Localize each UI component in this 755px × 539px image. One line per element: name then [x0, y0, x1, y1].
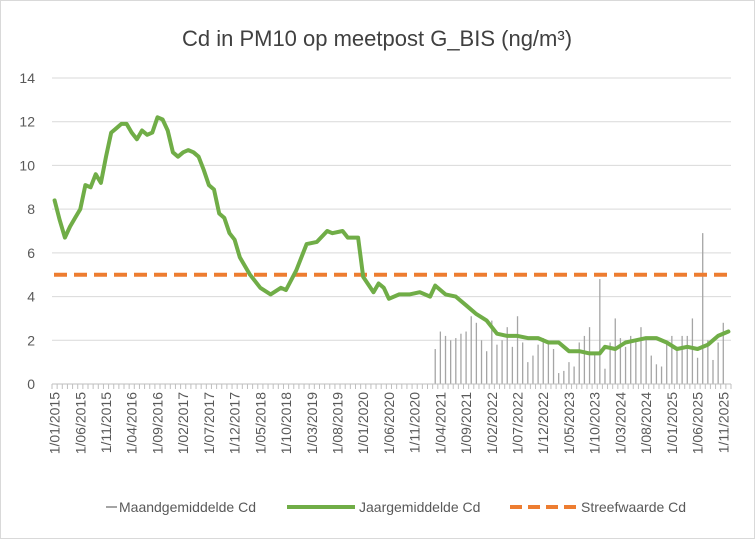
- x-tick-label: 1/10/2023: [587, 392, 603, 454]
- chart-title: Cd in PM10 op meetpost G_BIS (ng/m³): [182, 26, 572, 51]
- x-tick-label: 1/08/2024: [638, 392, 654, 454]
- x-tick-label: 1/10/2018: [278, 392, 294, 454]
- x-tick-label: 1/12/2017: [227, 392, 243, 454]
- legend: Maandgemiddelde Cd Jaargemiddelde Cd Str…: [106, 499, 686, 515]
- x-tick-label: 1/05/2023: [561, 392, 577, 454]
- x-tick-label: 1/07/2022: [510, 392, 526, 454]
- legend-label-streefwaarde: Streefwaarde Cd: [581, 499, 686, 515]
- x-tick-label: 1/12/2022: [535, 392, 551, 454]
- x-tick-label: 1/05/2018: [252, 392, 268, 454]
- legend-label-maandgemiddelde: Maandgemiddelde Cd: [119, 499, 256, 515]
- x-tick-label: 1/11/2015: [98, 392, 114, 453]
- x-tick-label: 1/03/2024: [612, 392, 628, 454]
- x-tick-label: 1/01/2015: [47, 392, 63, 454]
- y-tick-label: 0: [27, 376, 35, 392]
- x-axis-ticks: 1/01/2015 1/06/2015 1/11/2015 1/04/2016 1/09…: [47, 384, 732, 454]
- x-tick-label: 1/06/2015: [72, 392, 88, 454]
- y-tick-label: 12: [19, 114, 35, 130]
- y-tick-label: 4: [27, 289, 35, 305]
- x-tick-label: 1/11/2025: [715, 392, 731, 453]
- x-tick-label: 1/04/2016: [124, 392, 140, 454]
- y-axis-ticks: 0 2 4 6 8 10 12 14: [19, 70, 35, 392]
- x-tick-label: 1/01/2020: [355, 392, 371, 454]
- x-tick-label: 1/06/2020: [381, 392, 397, 454]
- x-tick-label: 1/01/2025: [664, 392, 680, 454]
- y-tick-label: 6: [27, 245, 35, 261]
- y-tick-label: 2: [27, 332, 35, 348]
- x-tick-label: 1/07/2017: [201, 392, 217, 454]
- x-tick-label: 1/03/2019: [304, 392, 320, 454]
- x-tick-label: 1/08/2019: [329, 392, 345, 454]
- y-tick-label: 8: [27, 201, 35, 217]
- x-tick-label: 1/02/2022: [484, 392, 500, 454]
- jaargemiddelde-line: [52, 115, 731, 356]
- line-series: [52, 115, 731, 356]
- x-tick-label: 1/09/2016: [149, 392, 165, 454]
- legend-label-jaargemiddelde: Jaargemiddelde Cd: [359, 499, 480, 515]
- y-tick-label: 10: [19, 157, 35, 173]
- x-tick-label: 1/09/2021: [458, 392, 474, 454]
- x-tick-label: 1/06/2025: [690, 392, 706, 454]
- x-tick-label: 1/11/2020: [407, 392, 423, 453]
- y-tick-label: 14: [19, 70, 35, 86]
- x-tick-label: 1/04/2021: [432, 392, 448, 454]
- x-tick-label: 1/02/2017: [175, 392, 191, 454]
